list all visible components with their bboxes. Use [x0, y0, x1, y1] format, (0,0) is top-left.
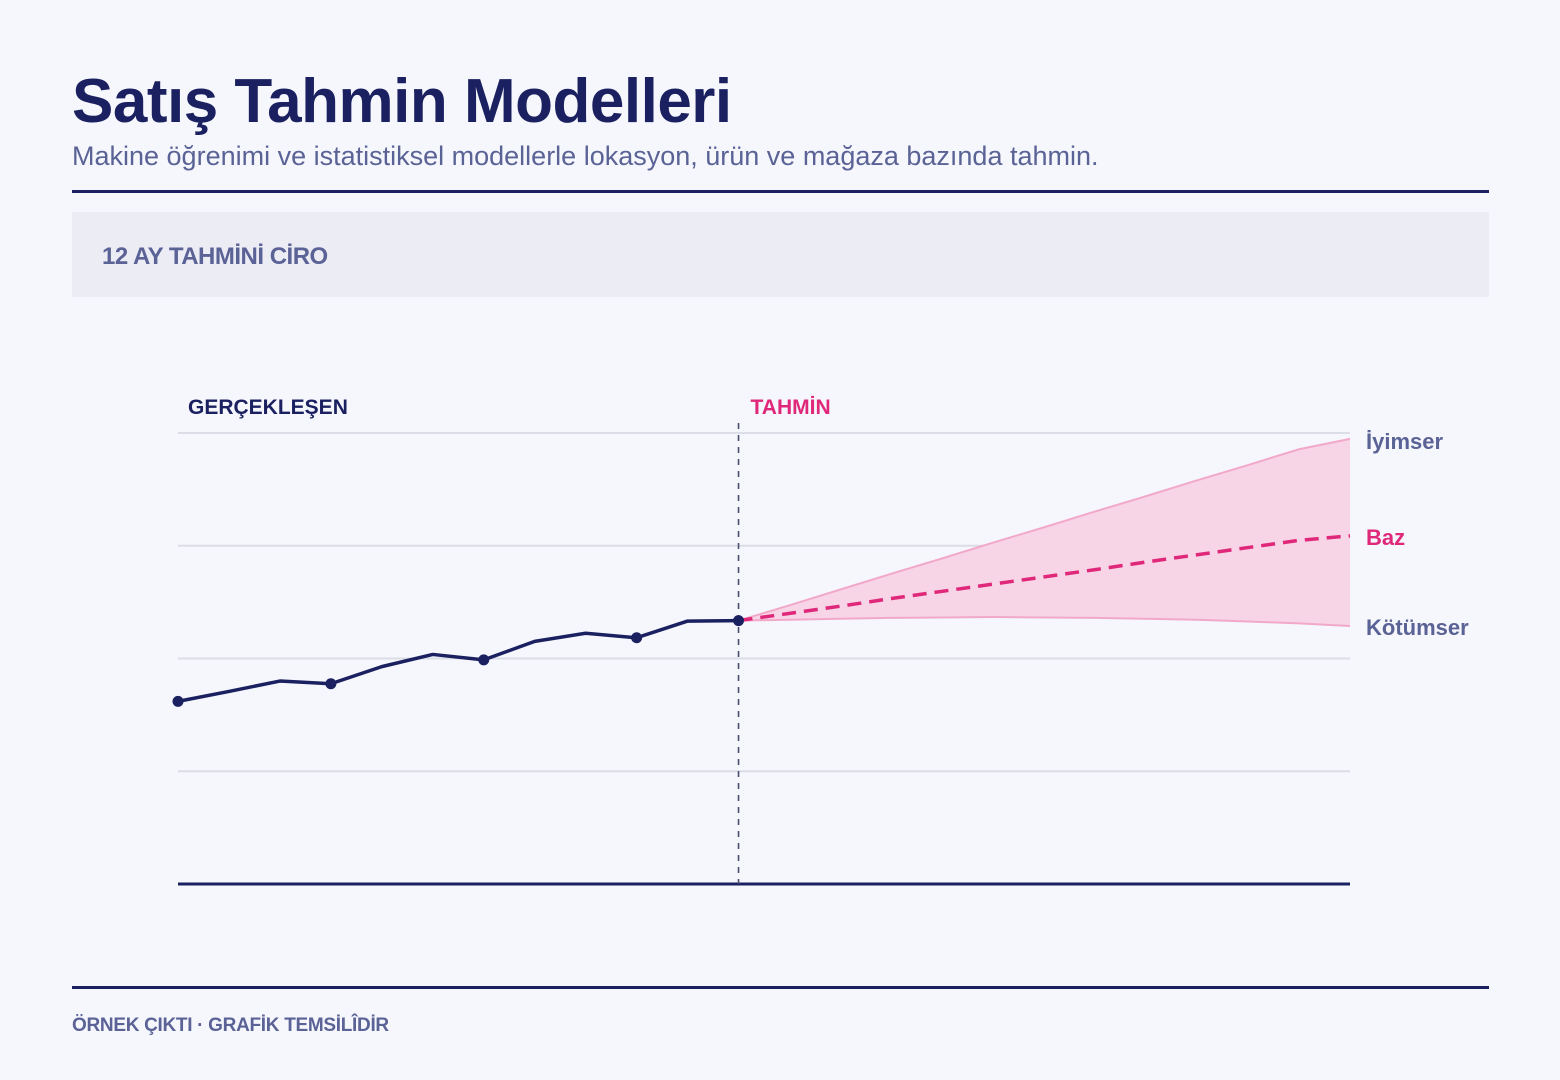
section-label: 12 AY TAHMİNİ CİRO — [102, 243, 328, 270]
forecast-range-band — [738, 438, 1350, 627]
series-line-optimistic — [738, 437, 1351, 622]
series-line-actual — [177, 618, 739, 704]
series-line-pessimistic — [738, 616, 1351, 628]
series-label-base: Baz — [1366, 525, 1405, 550]
data-point-marker — [478, 654, 490, 666]
header-divider — [72, 190, 1489, 193]
data-point-marker — [325, 678, 337, 690]
actual-region-label: GERÇEKLEŞEN — [188, 396, 348, 419]
series-line-base — [738, 534, 1351, 623]
section-header: 12 AY TAHMİNİ CİRO — [72, 212, 1489, 297]
footer-note: ÖRNEK ÇIKTI · GRAFİK TEMSİLÎDİR — [72, 1015, 389, 1036]
series-label-optimistic: İyimser — [1366, 429, 1443, 454]
data-point-marker — [733, 615, 745, 627]
forecast-region-label: TAHMİN — [751, 396, 831, 419]
series-label-pessimistic: Kötümser — [1366, 615, 1469, 640]
series-lines — [177, 437, 1351, 704]
data-point-marker — [631, 632, 643, 644]
page-subtitle: Makine öğrenimi ve istatistiksel modelle… — [72, 141, 1099, 171]
data-point-marker — [172, 695, 184, 707]
footer-divider — [72, 986, 1489, 989]
data-markers — [172, 615, 745, 707]
page-title: Satış Tahmin Modelleri — [72, 67, 732, 136]
